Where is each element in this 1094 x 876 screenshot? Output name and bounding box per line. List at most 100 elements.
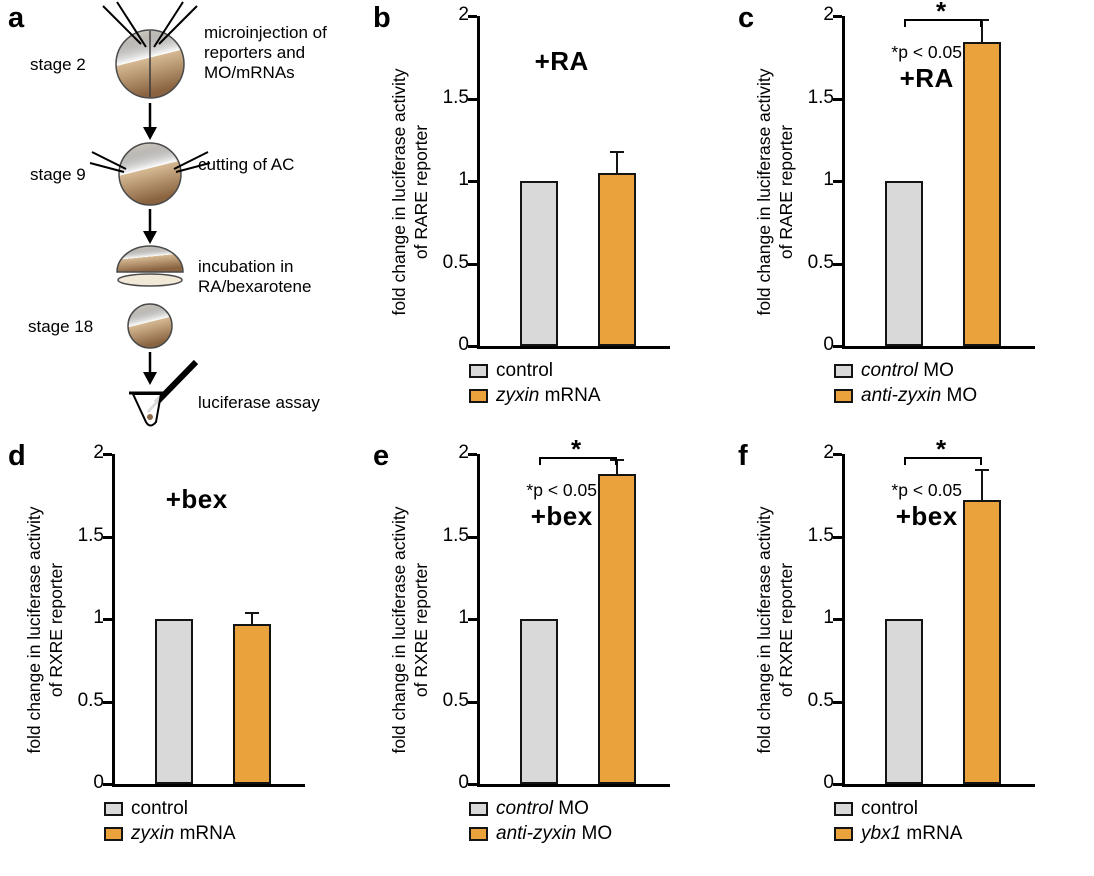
embryo-stage2-icon (102, 1, 198, 99)
y-axis-label-line2: of RXRE reporter (46, 562, 66, 698)
ytick-label: 1.5 (807, 86, 834, 108)
y-axis-label: fold change in luciferase activity of RX… (18, 454, 74, 806)
ytick-mark (468, 453, 477, 456)
ytick-mark (468, 618, 477, 621)
bar-treatment (963, 42, 1001, 346)
ytick-label: 0.5 (807, 689, 834, 711)
condition-label: +bex (530, 501, 593, 531)
ytick-mark (833, 618, 842, 621)
legend-item: control (834, 798, 1035, 820)
ytick-mark (468, 535, 477, 539)
error-bar-cap (610, 150, 624, 153)
legend-item: zyxin mRNA (104, 823, 305, 845)
ytick-label: 1 (823, 169, 834, 190)
p-value-note: *p < 0.05 (891, 480, 962, 500)
y-axis-label: fold change in luciferase activity of RA… (748, 16, 804, 368)
ytick-mark (833, 700, 842, 704)
cutting-label: cutting of AC (198, 155, 294, 174)
ytick-mark (103, 783, 112, 786)
microinjection-label-1: microinjection of (204, 23, 327, 42)
bar-control (885, 619, 923, 784)
condition-label: +RA (899, 63, 954, 93)
significance-asterisk: * (936, 0, 947, 26)
legend-swatch (834, 389, 853, 403)
legend-item: control MO (834, 360, 1035, 382)
panel-letter-d: d (8, 440, 26, 472)
legend-swatch (469, 802, 488, 816)
significance-bracket (904, 457, 982, 465)
legend-label: control (496, 360, 554, 381)
significance-asterisk: * (936, 434, 947, 464)
annotation: *p < 0.05 +bex (845, 480, 1008, 532)
ytick-label: 2 (823, 4, 834, 25)
plot-area-c: *p < 0.05 +RA * (833, 0, 1035, 349)
legend-swatch (469, 364, 488, 378)
error-bar-cap (245, 612, 259, 615)
ytick-mark (833, 180, 842, 183)
assay-label: luciferase assay (198, 393, 320, 412)
panel-c: c fold change in luciferase activity of … (730, 0, 1094, 438)
y-axis-label-line1: fold change in luciferase activity (754, 506, 775, 754)
legend-item: zyxin mRNA (469, 385, 670, 407)
ytick-label: 0.5 (77, 689, 104, 711)
ytick-label: 2 (93, 442, 104, 463)
y-axis-ticks: 0 0.5 1 1.5 2 (439, 442, 477, 793)
y-axis-label-line1: fold change in luciferase activity (754, 68, 775, 316)
y-axis-label: fold change in luciferase activity of RX… (748, 454, 804, 806)
legend-swatch (104, 827, 123, 841)
y-axis-ticks: 0 0.5 1 1.5 2 (439, 4, 477, 355)
condition-label: +bex (165, 484, 228, 514)
y-axis-label: fold change in luciferase activity of RA… (383, 16, 439, 368)
ytick-label: 0.5 (442, 689, 469, 711)
legend-label: ybx1 mRNA (861, 823, 963, 844)
ytick-label: 2 (823, 442, 834, 463)
y-axis-label-line1: fold change in luciferase activity (24, 506, 45, 754)
y-axis-label: fold change in luciferase activity of RX… (383, 454, 439, 806)
ytick-label: 2 (458, 4, 469, 25)
ytick-mark (833, 345, 842, 348)
legend-swatch (469, 389, 488, 403)
ytick-label: 1.5 (807, 524, 834, 546)
panel-letter-a: a (8, 2, 25, 34)
condition-label: +bex (895, 501, 958, 531)
legend-label: zyxin mRNA (496, 385, 601, 406)
microinjection-label-3: MO/mRNAs (204, 63, 295, 82)
bar-treatment (598, 172, 636, 346)
bar-control (520, 619, 558, 784)
plot-area-f: *p < 0.05 +bex * (833, 434, 1035, 787)
error-bar (251, 614, 253, 624)
ytick-mark (103, 700, 112, 704)
legend-swatch (834, 802, 853, 816)
ytick-mark (103, 453, 112, 456)
ytick-label: 0.5 (807, 251, 834, 273)
legend-item: control MO (469, 798, 670, 820)
ytick-mark (468, 262, 477, 266)
ytick-label: 1 (458, 607, 469, 628)
panel-letter-c: c (738, 2, 755, 34)
plot-area-e: *p < 0.05 +bex * (468, 434, 670, 787)
panel-b: b fold change in luciferase activity of … (365, 0, 730, 438)
cutting-needle-icon (89, 151, 211, 173)
ytick-mark (468, 15, 477, 18)
ytick-mark (103, 618, 112, 621)
legend-swatch (834, 364, 853, 378)
workflow-diagram: stage 2 microinjection of reporters and … (28, 1, 327, 427)
injection-needle-icon (102, 1, 198, 48)
ytick-label: 1.5 (442, 86, 469, 108)
significance-bracket (904, 19, 982, 27)
stage18-label: stage 18 (28, 317, 93, 336)
ytick-label: 0.5 (442, 251, 469, 273)
error-bar (981, 470, 983, 501)
legend-label: zyxin mRNA (131, 823, 236, 844)
error-bar (981, 20, 983, 43)
ytick-mark (103, 535, 112, 539)
arrow-down-icon (143, 352, 157, 385)
ytick-mark (833, 535, 842, 539)
ytick-label: 1.5 (442, 524, 469, 546)
embryo-stage9-icon (89, 142, 211, 206)
incubation-label-1: incubation in (198, 257, 293, 276)
embryo-stage18-icon (127, 303, 173, 349)
y-axis-ticks: 0 0.5 1 1.5 2 (804, 442, 842, 793)
panel-f: f fold change in luciferase activity of … (730, 434, 1094, 876)
